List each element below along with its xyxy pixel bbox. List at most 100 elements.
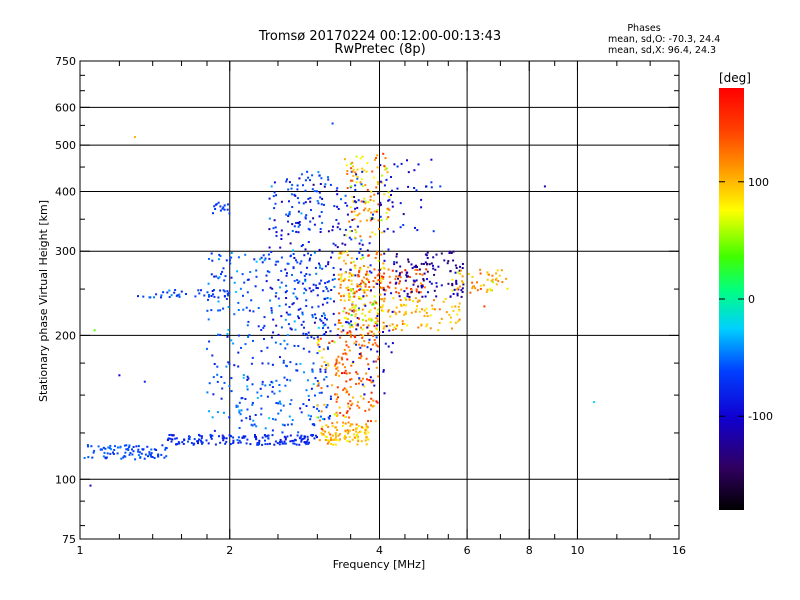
data-point — [486, 278, 489, 281]
data-point — [378, 331, 381, 334]
data-point — [128, 446, 131, 449]
data-point — [310, 254, 312, 257]
data-point — [312, 423, 315, 426]
data-point — [219, 255, 222, 257]
data-point — [388, 329, 391, 332]
data-point — [376, 350, 379, 353]
data-point — [288, 181, 291, 184]
data-point — [237, 365, 240, 368]
data-point — [170, 433, 173, 436]
data-point — [224, 275, 227, 278]
data-point — [446, 262, 449, 265]
data-point — [284, 291, 287, 294]
data-point — [287, 262, 290, 265]
data-point — [359, 288, 362, 291]
data-point — [304, 217, 307, 220]
data-point — [402, 213, 405, 216]
data-point — [286, 435, 289, 438]
data-point — [355, 290, 358, 293]
data-point — [426, 257, 429, 259]
data-point — [425, 268, 428, 271]
data-point — [303, 371, 305, 374]
data-point — [337, 222, 340, 225]
data-point — [174, 289, 177, 291]
data-point — [373, 307, 376, 310]
data-point — [266, 395, 269, 398]
data-point — [346, 429, 349, 432]
data-point — [255, 275, 258, 278]
data-point — [127, 447, 129, 450]
data-point — [314, 377, 317, 380]
data-point — [355, 173, 358, 176]
data-point — [348, 298, 351, 301]
data-point — [379, 164, 382, 167]
data-point — [433, 308, 436, 311]
data-point — [351, 423, 354, 426]
data-point — [239, 287, 242, 290]
data-point — [402, 303, 405, 306]
data-point — [316, 287, 319, 290]
data-point — [319, 266, 321, 269]
data-point — [230, 252, 233, 254]
data-point — [354, 336, 356, 339]
data-point — [293, 344, 296, 347]
data-point — [270, 309, 273, 312]
data-point — [285, 290, 288, 292]
data-point — [280, 234, 283, 237]
data-point — [339, 277, 342, 280]
data-point — [382, 369, 385, 372]
data-point — [252, 310, 255, 313]
data-point — [371, 217, 374, 220]
data-point — [237, 334, 240, 337]
data-point — [367, 324, 370, 327]
data-point — [357, 199, 360, 202]
data-point — [369, 216, 372, 219]
data-point — [452, 293, 455, 295]
data-point — [373, 268, 376, 271]
data-point — [344, 271, 347, 274]
data-point — [101, 448, 103, 451]
data-point — [387, 207, 390, 210]
data-point — [284, 436, 287, 439]
data-point — [458, 318, 461, 321]
data-point — [167, 438, 169, 441]
data-point — [123, 455, 126, 458]
data-point — [375, 157, 377, 159]
data-point — [300, 439, 303, 441]
data-point — [318, 439, 321, 442]
data-point — [235, 404, 238, 407]
data-point — [365, 357, 368, 360]
data-point — [352, 396, 354, 399]
data-point — [170, 294, 173, 297]
data-point — [365, 219, 368, 222]
data-point — [335, 219, 338, 221]
data-point — [288, 211, 291, 214]
data-point — [220, 273, 222, 276]
data-point — [376, 283, 379, 285]
data-point — [291, 223, 294, 226]
data-point — [153, 448, 156, 451]
data-point — [403, 313, 406, 316]
data-point — [173, 291, 176, 294]
data-point — [227, 294, 229, 297]
plot-grid — [80, 61, 679, 539]
data-point — [93, 329, 96, 332]
data-point — [424, 261, 427, 264]
data-point — [275, 231, 278, 234]
data-point — [333, 278, 336, 280]
data-point — [229, 443, 232, 445]
data-point — [301, 282, 304, 285]
data-point — [222, 439, 225, 442]
data-point — [506, 287, 509, 290]
data-point — [354, 228, 357, 231]
data-point — [270, 185, 273, 188]
data-point — [458, 269, 461, 272]
data-point — [342, 295, 345, 298]
data-point — [422, 279, 425, 282]
data-point — [379, 268, 382, 271]
data-point — [167, 437, 170, 440]
data-point — [363, 393, 366, 396]
data-point — [303, 254, 306, 257]
data-point — [199, 439, 202, 442]
data-point — [227, 306, 230, 308]
